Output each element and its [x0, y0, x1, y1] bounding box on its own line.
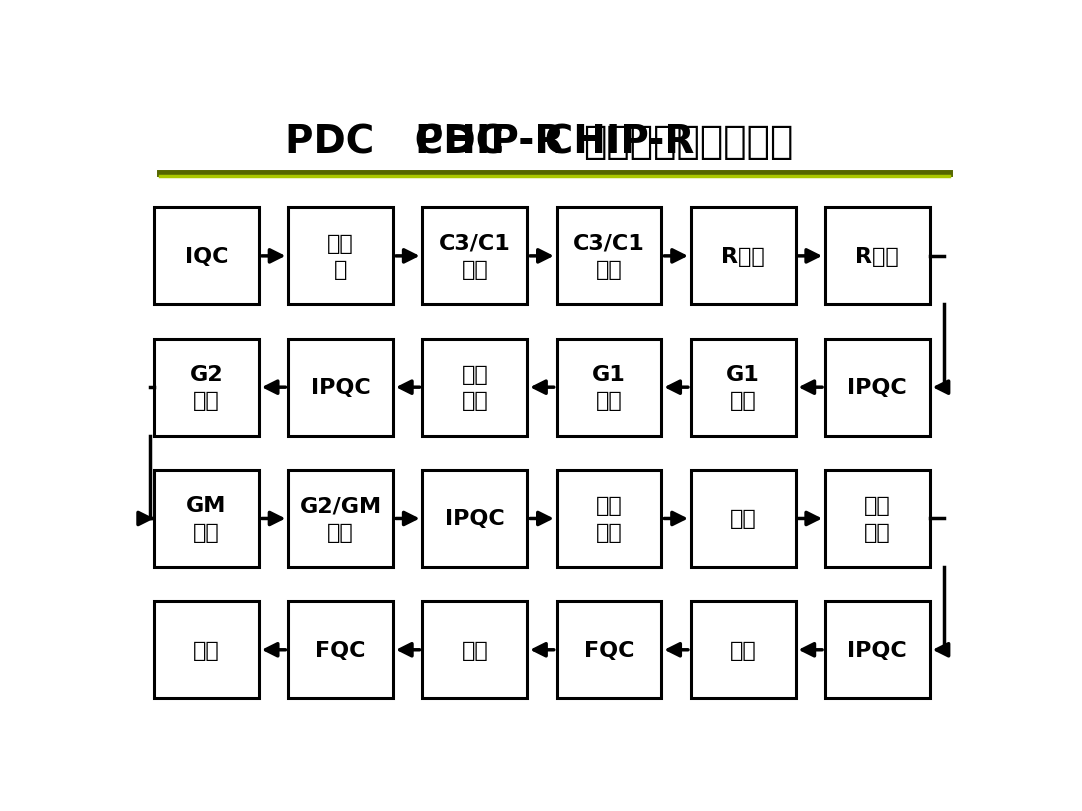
Bar	[422, 602, 527, 698]
Text: 成倉: 成倉	[194, 640, 220, 660]
Bar	[824, 602, 929, 698]
Bar	[690, 339, 795, 436]
Text: C3/C1
燒成: C3/C1 燒成	[573, 234, 645, 280]
Bar	[422, 208, 527, 305]
Bar	[556, 208, 661, 305]
Bar	[556, 339, 661, 436]
Bar	[824, 470, 929, 567]
Text: IPQC: IPQC	[311, 378, 370, 397]
Bar	[154, 602, 259, 698]
Bar	[154, 470, 259, 567]
Text: PDC   CHIP-R: PDC CHIP-R	[285, 123, 564, 161]
Text: IQC: IQC	[185, 247, 228, 267]
Bar	[288, 208, 393, 305]
Bar	[824, 208, 929, 305]
Bar	[422, 470, 527, 567]
Text: 晶片電阻製造流程圖: 晶片電阻製造流程圖	[583, 123, 794, 161]
Text: C3/C1
印刷: C3/C1 印刷	[439, 234, 511, 280]
Text: G1
印刷: G1 印刷	[726, 364, 760, 411]
Text: G2/GM
燒成: G2/GM 燒成	[300, 496, 382, 542]
Text: R印刷: R印刷	[722, 247, 765, 267]
Text: R燒成: R燒成	[856, 247, 899, 267]
Text: IPQC: IPQC	[847, 378, 907, 397]
Bar	[288, 470, 393, 567]
Text: PDC   CHIP-R: PDC CHIP-R	[414, 123, 695, 161]
Bar	[556, 602, 661, 698]
Bar	[690, 470, 795, 567]
Text: FQC: FQC	[316, 640, 366, 660]
Bar	[154, 208, 259, 305]
Text: 端銀: 端銀	[730, 508, 756, 529]
Text: 二次
分割: 二次 分割	[865, 496, 890, 542]
Text: 原料
倉: 原料 倉	[328, 234, 354, 280]
Bar	[154, 339, 259, 436]
Bar	[556, 470, 661, 567]
Text: 一次
分割: 一次 分割	[596, 496, 622, 542]
Bar	[288, 339, 393, 436]
Text: 雷射
切割: 雷射 切割	[462, 364, 488, 411]
Text: FQC: FQC	[584, 640, 634, 660]
Bar	[690, 208, 795, 305]
Text: G1
燒成: G1 燒成	[592, 364, 625, 411]
Bar	[824, 339, 929, 436]
Text: IPQC: IPQC	[445, 508, 504, 529]
Text: 電鍍: 電鍍	[730, 640, 756, 660]
Bar	[422, 339, 527, 436]
Text: G2
印刷: G2 印刷	[189, 364, 223, 411]
Text: IPQC: IPQC	[847, 640, 907, 660]
Text: 捲包: 捲包	[462, 640, 488, 660]
Bar	[690, 602, 795, 698]
Text: GM
印刷: GM 印刷	[186, 496, 227, 542]
Bar	[288, 602, 393, 698]
